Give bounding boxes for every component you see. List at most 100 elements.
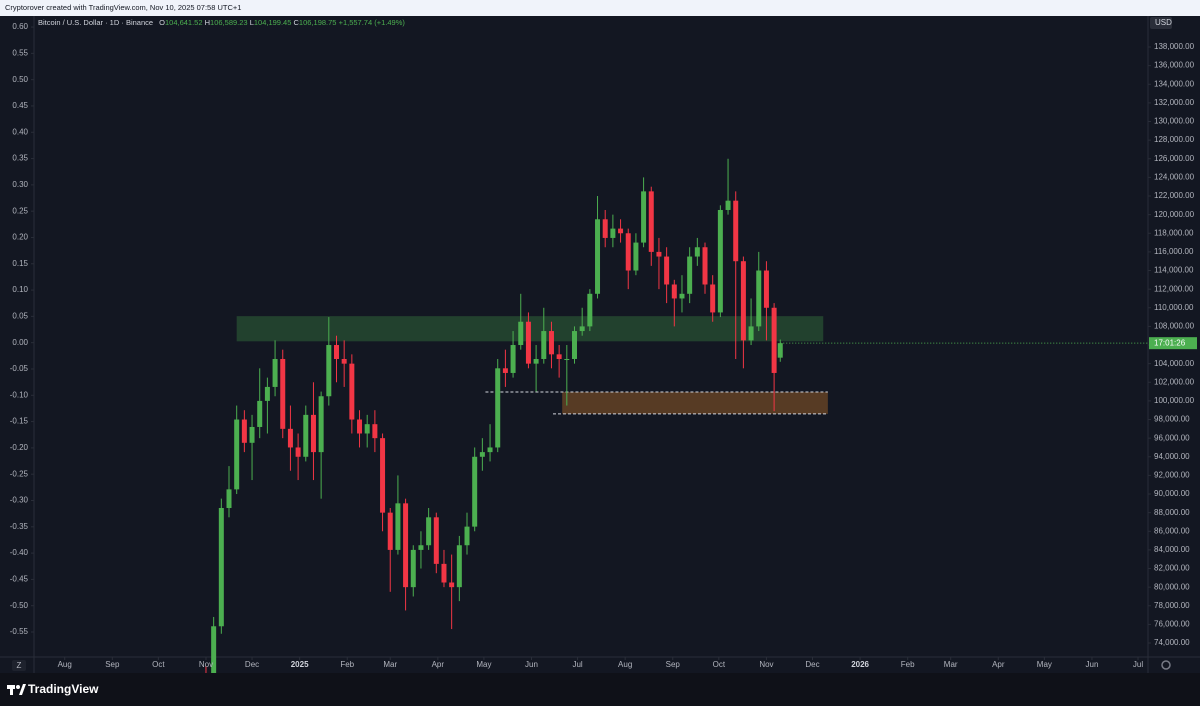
x-tick-label: Jul bbox=[1133, 660, 1143, 669]
y2-tick-label: -0.25 bbox=[10, 469, 29, 478]
candle-body bbox=[418, 545, 424, 550]
y-tick-label: 112,000.00 bbox=[1154, 284, 1194, 293]
y-tick-label: 78,000.00 bbox=[1154, 601, 1190, 610]
scale-button[interactable] bbox=[12, 660, 26, 671]
y2-tick-label: -0.35 bbox=[10, 522, 29, 531]
y2-tick-label: -0.55 bbox=[10, 627, 29, 636]
candle-body bbox=[633, 242, 639, 271]
candle-body bbox=[326, 345, 332, 397]
x-tick-label: Oct bbox=[152, 660, 165, 669]
plot-area bbox=[203, 158, 1148, 692]
top-bar bbox=[0, 0, 1200, 16]
candle-body bbox=[587, 293, 593, 327]
candle-body bbox=[548, 331, 554, 355]
legend-change: +1,557.74 (+1.49%) bbox=[339, 18, 406, 27]
y-tick-label: 136,000.00 bbox=[1154, 61, 1195, 70]
header-text: Cryptorover created with TradingView.com… bbox=[5, 3, 241, 12]
y-tick-label: 88,000.00 bbox=[1154, 508, 1190, 517]
y-tick-label: 120,000.00 bbox=[1154, 210, 1195, 219]
candle-body bbox=[541, 331, 547, 359]
y2-tick-label: 0.25 bbox=[12, 206, 28, 215]
candle-body bbox=[777, 343, 783, 358]
candle-body bbox=[364, 424, 370, 434]
candle-body bbox=[464, 526, 470, 546]
candle-body bbox=[602, 219, 608, 238]
brand: TradingView bbox=[28, 682, 99, 696]
y2-tick-label: -0.50 bbox=[10, 601, 29, 610]
candle-body bbox=[618, 228, 624, 234]
candle-body bbox=[303, 414, 309, 457]
candle-body bbox=[756, 270, 762, 327]
candle-body bbox=[564, 358, 570, 360]
scale-button-label[interactable]: Z bbox=[17, 661, 22, 670]
x-tick-label: Mar bbox=[944, 660, 958, 669]
candle-body bbox=[610, 228, 616, 238]
y2-tick-label: -0.30 bbox=[10, 496, 29, 505]
candle-body bbox=[310, 414, 316, 453]
x-tick-label: Sep bbox=[105, 660, 120, 669]
y-tick-label: 98,000.00 bbox=[1154, 415, 1190, 424]
candle-body bbox=[487, 447, 493, 453]
x-tick-label: Nov bbox=[199, 660, 213, 669]
candle-body bbox=[702, 247, 708, 285]
candle-body bbox=[341, 358, 347, 364]
candle-body bbox=[679, 293, 685, 299]
x-tick-label: Sep bbox=[666, 660, 681, 669]
countdown: 17:01:26 bbox=[1154, 338, 1186, 347]
y2-tick-label: 0.05 bbox=[12, 311, 28, 320]
y-tick-label: 110,000.00 bbox=[1154, 303, 1194, 312]
candle-body bbox=[763, 270, 769, 308]
candle-body bbox=[249, 426, 255, 443]
candle-body bbox=[410, 549, 416, 588]
y-tick-label: 134,000.00 bbox=[1154, 79, 1195, 88]
x-tick-label: Feb bbox=[901, 660, 915, 669]
y2-tick-label: -0.10 bbox=[10, 390, 29, 399]
x-tick-label: Dec bbox=[805, 660, 819, 669]
y-tick-label: 92,000.00 bbox=[1154, 471, 1190, 480]
x-tick-label: Oct bbox=[713, 660, 726, 669]
candle-body bbox=[357, 419, 363, 434]
x-tick-label: Jul bbox=[572, 660, 582, 669]
y-tick-label: 102,000.00 bbox=[1154, 377, 1195, 386]
candle-body bbox=[272, 358, 278, 387]
candle-body bbox=[280, 358, 286, 429]
brand-logo bbox=[7, 684, 26, 695]
candle-body bbox=[533, 358, 539, 364]
candle-body bbox=[733, 200, 739, 262]
x-tick-label: Dec bbox=[245, 660, 259, 669]
candle-body bbox=[641, 191, 647, 243]
candle-body bbox=[671, 284, 677, 299]
x-tick-label: Nov bbox=[759, 660, 773, 669]
candle-body bbox=[502, 368, 508, 373]
candle-body bbox=[648, 191, 654, 252]
y2-tick-label: 0.60 bbox=[12, 22, 28, 31]
y-tick-label: 118,000.00 bbox=[1154, 228, 1194, 237]
candle-body bbox=[295, 447, 301, 457]
symbol: Bitcoin / U.S. Dollar · 1D · Binance bbox=[38, 18, 153, 27]
y2-tick-label: 0.40 bbox=[12, 127, 28, 136]
candle-body bbox=[556, 354, 562, 359]
candle-body bbox=[449, 582, 455, 588]
y-tick-label: 76,000.00 bbox=[1154, 620, 1190, 629]
y2-tick-label: 0.10 bbox=[12, 285, 28, 294]
y-tick-label: 122,000.00 bbox=[1154, 191, 1195, 200]
y-tick-label: 96,000.00 bbox=[1154, 433, 1190, 442]
legend: Bitcoin / U.S. Dollar · 1D · Binance O10… bbox=[38, 18, 405, 27]
candle-body bbox=[579, 326, 585, 332]
y-tick-label: 116,000.00 bbox=[1154, 247, 1194, 256]
settings-icon[interactable] bbox=[1161, 660, 1171, 670]
candle-body bbox=[241, 419, 247, 443]
y-tick-label: 124,000.00 bbox=[1154, 173, 1195, 182]
candle-body bbox=[318, 396, 324, 453]
x-tick-label: Aug bbox=[58, 660, 72, 669]
y-tick-label: 100,000.00 bbox=[1154, 396, 1195, 405]
candle-body bbox=[211, 626, 217, 685]
y-tick-label: 80,000.00 bbox=[1154, 582, 1190, 591]
candle-body bbox=[433, 517, 439, 564]
y-tick-label: 104,000.00 bbox=[1154, 359, 1195, 368]
x-tick-label: Jun bbox=[1086, 660, 1099, 669]
x-tick-label: Apr bbox=[992, 660, 1005, 669]
legend-key: O bbox=[159, 18, 165, 27]
candle-body bbox=[472, 456, 478, 527]
